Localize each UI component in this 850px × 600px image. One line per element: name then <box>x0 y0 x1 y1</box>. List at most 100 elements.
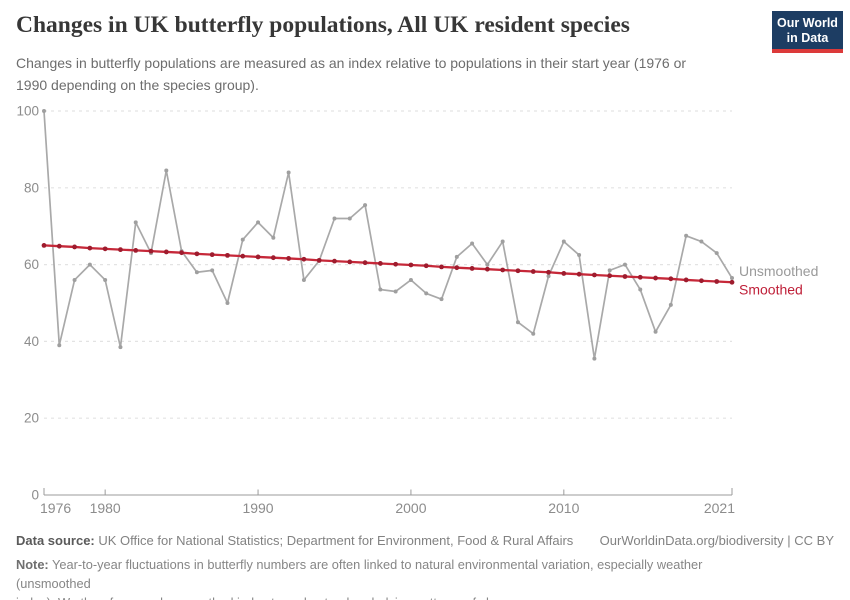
smoothed-marker[interactable] <box>622 274 628 279</box>
unsmoothed-marker[interactable] <box>408 277 413 282</box>
smoothed-marker[interactable] <box>362 260 368 266</box>
smoothed-marker[interactable] <box>332 258 337 264</box>
smoothed-marker[interactable] <box>393 261 399 267</box>
owid-logo[interactable]: Our World in Data <box>772 11 843 53</box>
unsmoothed-marker[interactable] <box>668 302 673 307</box>
unsmoothed-marker[interactable] <box>424 291 429 296</box>
smoothed-line[interactable] <box>43 244 733 284</box>
smoothed-marker[interactable] <box>469 266 475 271</box>
smoothed-marker[interactable] <box>592 272 597 278</box>
smoothed-marker[interactable] <box>530 269 536 274</box>
smoothed-marker[interactable] <box>668 276 674 282</box>
unsmoothed-marker[interactable] <box>577 253 582 257</box>
smoothed-marker[interactable] <box>87 245 93 251</box>
x-tick-label: 1980 <box>90 500 121 516</box>
smoothed-marker[interactable] <box>102 246 108 252</box>
smoothed-marker[interactable] <box>286 256 292 261</box>
smoothed-marker[interactable] <box>576 271 582 277</box>
unsmoothed-marker[interactable] <box>592 356 597 361</box>
unsmoothed-marker[interactable] <box>515 320 520 325</box>
smoothed-marker[interactable] <box>439 264 444 270</box>
smoothed-marker[interactable] <box>133 247 139 253</box>
unsmoothed-marker[interactable] <box>638 287 643 292</box>
smoothed-marker[interactable] <box>714 279 720 284</box>
smoothed-marker[interactable] <box>148 248 154 254</box>
chart-subtitle: Changes in butterfly populations are mea… <box>16 55 687 93</box>
note-text: Year-to-year fluctuations in butterfly n… <box>16 557 703 600</box>
unsmoothed-marker[interactable] <box>714 251 719 256</box>
smoothed-marker[interactable] <box>484 266 490 272</box>
unsmoothed-marker[interactable] <box>256 220 261 225</box>
smoothed-marker[interactable] <box>240 253 246 259</box>
unsmoothed-marker[interactable] <box>72 277 77 282</box>
unsmoothed-marker[interactable] <box>561 239 566 244</box>
smoothed-marker[interactable] <box>56 243 62 249</box>
unsmoothed-marker[interactable] <box>194 270 199 275</box>
unsmoothed-marker[interactable] <box>531 331 536 336</box>
smoothed-marker[interactable] <box>316 257 322 263</box>
chart-note: Note: Year-to-year fluctuations in butte… <box>16 555 778 600</box>
smoothed-marker[interactable] <box>408 262 414 268</box>
smoothed-marker[interactable] <box>301 256 307 262</box>
smoothed-marker[interactable] <box>209 252 215 258</box>
unsmoothed-marker[interactable] <box>87 262 92 267</box>
unsmoothed-marker[interactable] <box>42 109 46 113</box>
unsmoothed-marker[interactable] <box>118 345 123 350</box>
smoothed-marker[interactable] <box>729 279 735 285</box>
unsmoothed-marker[interactable] <box>684 233 689 238</box>
smoothed-marker[interactable] <box>118 247 123 253</box>
unsmoothed-marker[interactable] <box>546 274 551 279</box>
unsmoothed-marker[interactable] <box>378 287 383 292</box>
smoothed-marker[interactable] <box>179 250 185 256</box>
unsmoothed-marker[interactable] <box>607 268 612 273</box>
unsmoothed-line[interactable] <box>43 110 733 360</box>
smoothed-marker[interactable] <box>561 271 567 276</box>
unsmoothed-marker[interactable] <box>225 301 230 305</box>
unsmoothed-marker[interactable] <box>240 237 245 242</box>
unsmoothed-marker[interactable] <box>332 216 337 221</box>
unsmoothed-marker[interactable] <box>653 329 658 334</box>
smoothed-marker[interactable] <box>255 254 261 260</box>
data-source-text: UK Office for National Statistics; Depar… <box>94 533 574 548</box>
smoothed-marker[interactable] <box>194 251 200 257</box>
unsmoothed-marker[interactable] <box>271 235 276 240</box>
unsmoothed-marker[interactable] <box>699 239 704 244</box>
smoothed-marker[interactable] <box>454 265 460 271</box>
unsmoothed-marker[interactable] <box>210 268 215 273</box>
unsmoothed-marker[interactable] <box>470 241 475 246</box>
unsmoothed-marker[interactable] <box>439 297 444 302</box>
unsmoothed-marker[interactable] <box>286 170 291 175</box>
smoothed-marker[interactable] <box>683 277 689 283</box>
unsmoothed-marker[interactable] <box>500 239 505 244</box>
unsmoothed-marker[interactable] <box>454 254 459 259</box>
unsmoothed-marker[interactable] <box>393 289 398 294</box>
unsmoothed-marker[interactable] <box>301 277 306 282</box>
unsmoothed-marker[interactable] <box>164 168 169 173</box>
unsmoothed-marker[interactable] <box>103 277 108 282</box>
unsmoothed-marker[interactable] <box>622 262 627 267</box>
smoothed-marker[interactable] <box>500 267 506 273</box>
smoothed-marker[interactable] <box>225 252 230 258</box>
x-tick-label: 1976 <box>40 500 71 516</box>
unsmoothed-marker[interactable] <box>347 216 352 221</box>
smoothed-marker[interactable] <box>270 255 276 261</box>
smoothed-marker[interactable] <box>607 273 613 279</box>
unsmoothed-marker[interactable] <box>57 343 62 348</box>
unsmoothed-marker[interactable] <box>730 276 734 281</box>
unsmoothed-marker[interactable] <box>133 220 138 225</box>
smoothed-marker[interactable] <box>515 268 521 274</box>
smoothed-marker[interactable] <box>637 274 643 280</box>
smoothed-marker[interactable] <box>653 275 658 281</box>
owid-license-link[interactable]: OurWorldinData.org/biodiversity | CC BY <box>599 533 834 548</box>
smoothed-marker[interactable] <box>699 278 704 284</box>
unsmoothed-marker[interactable] <box>363 203 368 208</box>
smoothed-marker[interactable] <box>377 261 383 266</box>
smoothed-marker[interactable] <box>423 263 429 269</box>
smoothed-marker[interactable] <box>72 244 77 250</box>
unsmoothed-marker[interactable] <box>485 262 490 267</box>
smoothed-marker[interactable] <box>546 269 551 275</box>
smoothed-marker[interactable] <box>347 259 353 265</box>
smoothed-marker[interactable] <box>41 243 47 248</box>
smoothed-marker[interactable] <box>163 249 169 255</box>
